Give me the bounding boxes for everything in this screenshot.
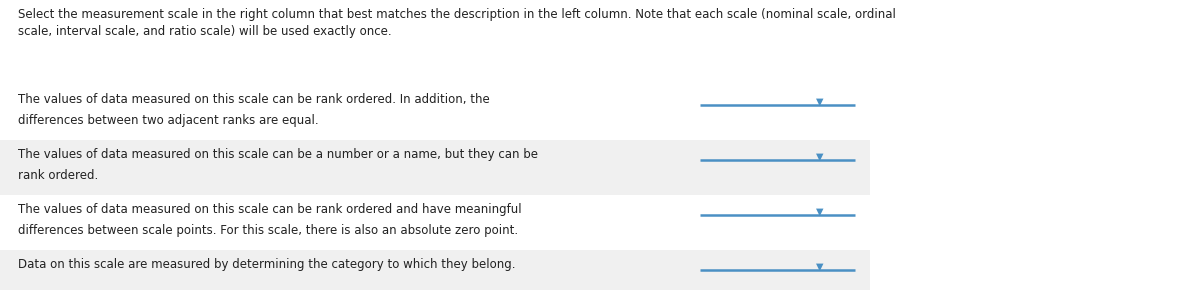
Text: scale, interval scale, and ratio scale) will be used exactly once.: scale, interval scale, and ratio scale) … <box>18 25 391 38</box>
Text: The values of data measured on this scale can be a number or a name, but they ca: The values of data measured on this scal… <box>18 148 538 182</box>
Text: The values of data measured on this scale can be rank ordered. In addition, the
: The values of data measured on this scal… <box>18 93 490 127</box>
Text: ▼: ▼ <box>816 97 823 107</box>
Text: The values of data measured on this scale can be rank ordered and have meaningfu: The values of data measured on this scal… <box>18 203 522 237</box>
Bar <box>0 140 870 195</box>
Text: Data on this scale are measured by determining the category to which they belong: Data on this scale are measured by deter… <box>18 258 516 271</box>
Bar <box>0 85 870 140</box>
Bar <box>0 195 870 250</box>
Text: Select the measurement scale in the right column that best matches the descripti: Select the measurement scale in the righ… <box>18 8 896 21</box>
Text: ▼: ▼ <box>816 207 823 217</box>
Bar <box>0 250 870 290</box>
Text: ▼: ▼ <box>816 262 823 272</box>
Text: ▼: ▼ <box>816 152 823 162</box>
